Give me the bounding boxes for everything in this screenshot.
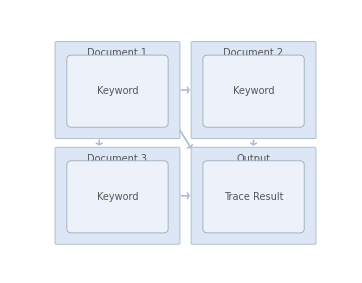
FancyBboxPatch shape <box>67 161 168 233</box>
Text: Trace Result: Trace Result <box>224 192 283 202</box>
Text: Keyword: Keyword <box>97 192 138 202</box>
Text: Keyword: Keyword <box>233 86 274 96</box>
FancyBboxPatch shape <box>191 42 316 139</box>
FancyBboxPatch shape <box>203 161 304 233</box>
FancyBboxPatch shape <box>203 55 304 127</box>
Text: Document 3: Document 3 <box>88 154 147 164</box>
Text: Keyword: Keyword <box>97 86 138 96</box>
FancyBboxPatch shape <box>55 42 180 139</box>
FancyBboxPatch shape <box>191 147 316 244</box>
FancyBboxPatch shape <box>55 147 180 244</box>
FancyBboxPatch shape <box>67 55 168 127</box>
Text: Document 2: Document 2 <box>223 48 283 58</box>
Text: Document 1: Document 1 <box>88 48 147 58</box>
Text: Output: Output <box>236 154 271 164</box>
